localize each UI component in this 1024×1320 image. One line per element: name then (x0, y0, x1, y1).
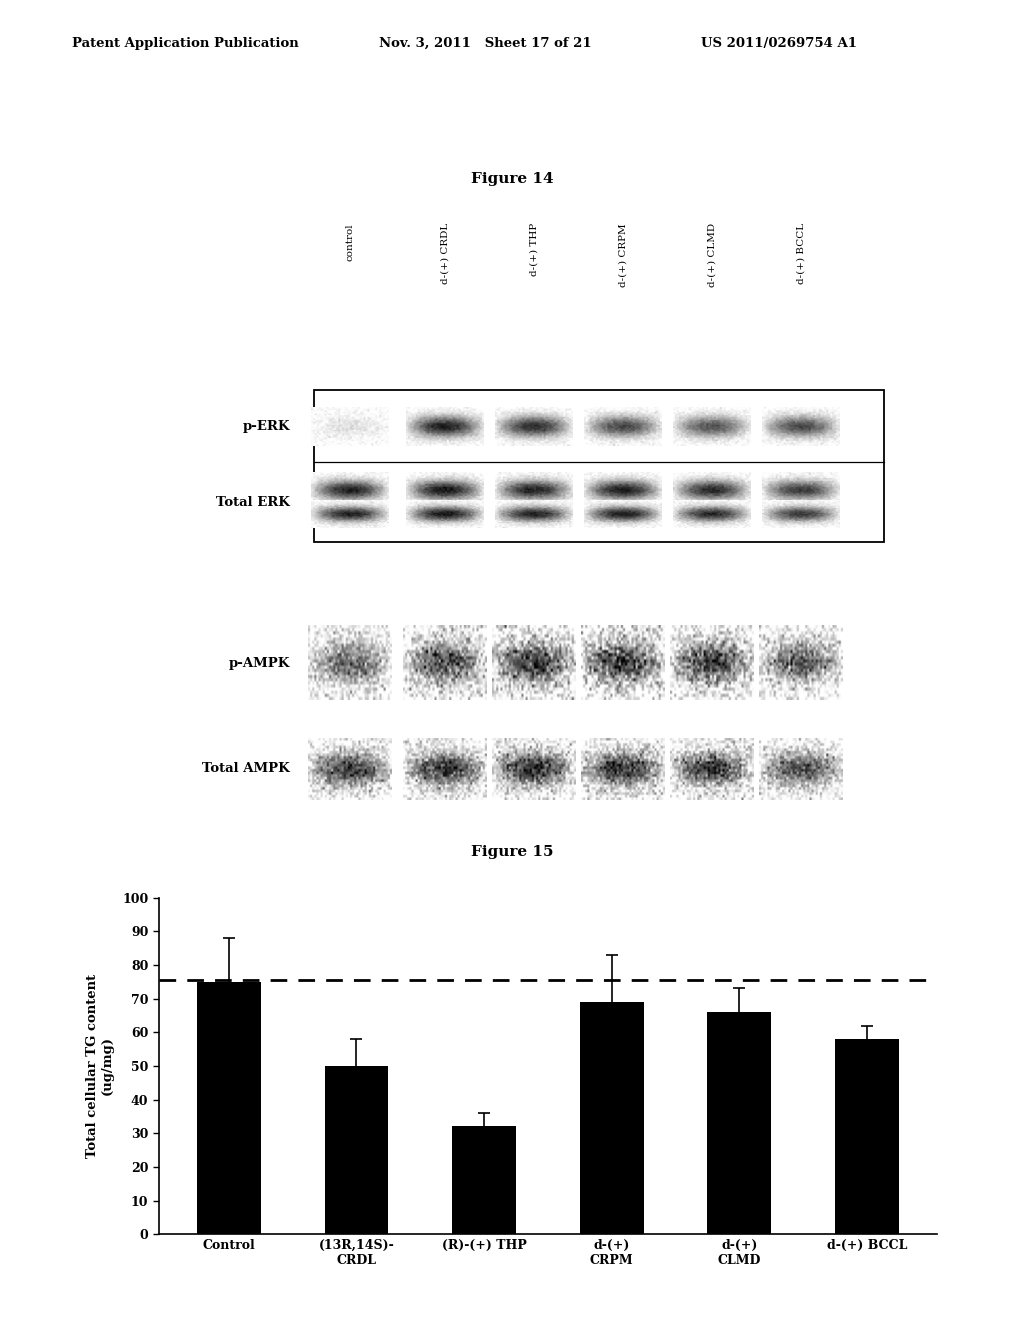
Text: d-(+) CRDL: d-(+) CRDL (440, 223, 450, 284)
Text: p-AMPK: p-AMPK (228, 657, 290, 669)
Y-axis label: Total cellular TG content
(ug/mg): Total cellular TG content (ug/mg) (86, 974, 114, 1158)
Bar (325, 1067, 388, 1234)
Bar (453, 1126, 516, 1234)
Text: d-(+) CLMD: d-(+) CLMD (708, 223, 717, 286)
Text: Total ERK: Total ERK (216, 496, 290, 508)
Bar (580, 1002, 643, 1234)
Bar (314, 391, 884, 543)
Bar (835, 1039, 899, 1234)
Text: Patent Application Publication: Patent Application Publication (72, 37, 298, 50)
Bar (197, 982, 261, 1234)
Text: p-ERK: p-ERK (243, 420, 290, 433)
Text: Nov. 3, 2011   Sheet 17 of 21: Nov. 3, 2011 Sheet 17 of 21 (379, 37, 592, 50)
Text: d-(+) BCCL: d-(+) BCCL (797, 223, 806, 284)
Text: control: control (345, 223, 354, 260)
Text: d-(+) CRPM: d-(+) CRPM (618, 223, 628, 286)
Text: Total AMPK: Total AMPK (203, 763, 290, 775)
Text: Figure 14: Figure 14 (471, 172, 553, 186)
Text: US 2011/0269754 A1: US 2011/0269754 A1 (701, 37, 857, 50)
Bar (708, 1012, 771, 1234)
Text: d-(+) THP: d-(+) THP (529, 223, 539, 276)
Text: Figure 15: Figure 15 (471, 845, 553, 859)
